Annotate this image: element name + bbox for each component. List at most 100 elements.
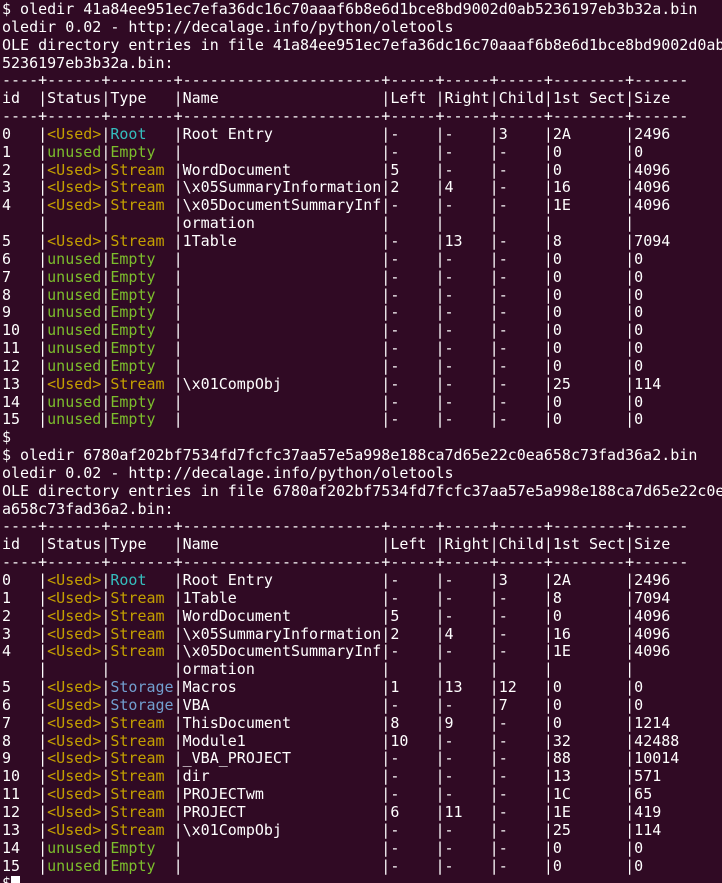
terminal-line: OLE directory entries in file 41a84ee951…: [2, 35, 722, 55]
terminal-text-segment: Stream: [110, 231, 165, 250]
terminal-text-segment: |PROJECTwm |- |- |- |1C |65: [164, 785, 653, 804]
terminal-text-segment: |\x01CompObj |- |- |- |25 |114: [164, 374, 662, 393]
terminal-line: 6 |<Used>|Storage|VBA |- |- |7 |0 |0: [2, 695, 722, 715]
terminal-line: 5 |<Used>|Storage|Macros |1 |13 |12 |0 |…: [2, 678, 722, 697]
terminal-text-segment: |: [101, 856, 111, 875]
terminal-text-segment: id |Status|Type |Name |Left |Right|Child…: [2, 89, 671, 108]
terminal-text-segment: Empty: [110, 285, 156, 304]
terminal-text-segment: id |Status|Type |Name |Left |Right|Child…: [2, 535, 671, 554]
terminal-text-segment: 8 |: [2, 285, 48, 304]
terminal-text-segment: |: [101, 606, 111, 625]
terminal-text-segment: Empty: [110, 838, 156, 857]
terminal-text-segment: |\x05DocumentSummaryInf|- |- |- |1E |409…: [164, 642, 671, 661]
terminal-text-segment: 2 |: [2, 160, 48, 179]
terminal-text-segment: unused: [47, 339, 102, 358]
terminal-text-segment: unused: [47, 303, 102, 322]
terminal-text-segment: |: [101, 785, 111, 804]
terminal-text-segment: unused: [47, 267, 102, 286]
terminal-text-segment: |: [101, 695, 111, 714]
terminal-text-segment: <Used>: [47, 820, 102, 839]
terminal-line: 3 |<Used>|Stream |\x05SummaryInformation…: [2, 624, 722, 644]
terminal-text-segment: |: [101, 142, 111, 161]
terminal-text-segment: | |- |- |- |0 |0: [155, 339, 644, 358]
terminal-text-segment: Empty: [110, 856, 156, 875]
terminal-text-segment: |: [101, 321, 111, 340]
terminal-text-segment: |\x01CompObj |- |- |- |25 |114: [164, 820, 662, 839]
terminal-text-segment: |: [101, 339, 111, 358]
terminal-text-segment: ----+------+-------+--------------------…: [2, 107, 689, 126]
terminal-text-segment: <Used>: [47, 196, 102, 215]
terminal-text-segment: |WordDocument |5 |- |- |0 |4096: [164, 160, 671, 179]
terminal-line: ----+------+-------+--------------------…: [2, 71, 722, 90]
terminal-text-segment: |Module1 |10 |- |- |32 |42488: [164, 731, 680, 750]
terminal-text-segment: |\x05DocumentSummaryInf|- |- |- |1E |409…: [164, 196, 671, 215]
terminal-text-segment: 1 |: [2, 142, 48, 161]
terminal-text-segment: Empty: [110, 356, 156, 375]
terminal-text-segment: | |- |- |- |0 |0: [155, 356, 644, 375]
terminal-line: 14 |unused|Empty | |- |- |- |0 |0: [2, 393, 722, 412]
terminal-line: 4 |<Used>|Stream |\x05DocumentSummaryInf…: [2, 196, 722, 215]
terminal-text-segment: <Used>: [47, 731, 102, 750]
terminal-text-segment: Stream: [110, 178, 165, 197]
terminal-text-segment: | |- |- |- |0 |0: [155, 838, 644, 857]
terminal-text-segment: 4 |: [2, 642, 48, 661]
terminal-text-segment: 6 |: [2, 695, 48, 714]
terminal-text-segment: |: [101, 196, 111, 215]
terminal-text-segment: unused: [47, 356, 102, 375]
terminal-text-segment: unused: [47, 321, 102, 340]
terminal-text-segment: |VBA |- |- |7 |0 |0: [173, 695, 644, 714]
terminal-text-segment: |ThisDocument |8 |9 |- |0 |1214: [164, 713, 671, 732]
terminal-line: 9 |unused|Empty | |- |- |- |0 |0: [2, 303, 722, 322]
terminal-text-segment: |: [101, 749, 111, 768]
terminal-text-segment: Empty: [110, 142, 156, 161]
terminal-text-segment: OLE directory entries in file 41a84ee951…: [2, 35, 722, 54]
terminal-text-segment: |: [101, 267, 111, 286]
terminal-line: oledir 0.02 - http://decalage.info/pytho…: [2, 17, 722, 37]
terminal-line: 1 |unused|Empty | |- |- |- |0 |0: [2, 142, 722, 162]
terminal-text-segment: Stream: [110, 588, 165, 607]
terminal-text-segment: unused: [47, 142, 102, 161]
terminal-line: id |Status|Type |Name |Left |Right|Child…: [2, 89, 722, 108]
terminal-line: OLE directory entries in file 6780af202b…: [2, 482, 722, 501]
terminal-text-segment: <Used>: [47, 178, 102, 197]
terminal-line: id |Status|Type |Name |Left |Right|Child…: [2, 535, 722, 554]
terminal-text-segment: Root: [110, 571, 147, 589]
terminal-line: 3 |<Used>|Stream |\x05SummaryInformation…: [2, 179, 722, 197]
terminal-text-segment: 7 |: [2, 267, 48, 286]
terminal-text-segment: 10 |: [2, 321, 48, 340]
terminal-text-segment: | |- |- |- |0 |0: [155, 285, 644, 304]
terminal-line: $ oledir 41a84ee951ec7efa36dc16c70aaaf6b…: [2, 0, 722, 19]
terminal-line: $ oledir 6780af202bf7534fd7fcfc37aa57e5a…: [2, 446, 722, 465]
terminal-text-segment: $: [2, 874, 11, 883]
terminal-text-segment: |: [101, 303, 111, 322]
terminal-text-segment: Empty: [110, 249, 156, 268]
terminal-line: 11 |<Used>|Stream |PROJECTwm |- |- |- |1…: [2, 785, 722, 804]
terminal-text-segment: | |- |- |- |0 |0: [155, 410, 644, 429]
terminal-text-segment: 15 |: [2, 410, 48, 429]
terminal-text-segment: <Used>: [47, 571, 102, 589]
terminal-text-segment: ----+------+-------+--------------------…: [2, 71, 689, 90]
terminal-text-segment: 11 |: [2, 785, 48, 804]
terminal-text-segment: 13 |: [2, 820, 48, 839]
terminal-text-segment: unused: [47, 856, 102, 875]
terminal-line: 7 |unused|Empty | |- |- |- |0 |0: [2, 267, 722, 287]
terminal-text-segment: |: [101, 178, 111, 197]
terminal-line: ----+------+-------+--------------------…: [2, 518, 722, 536]
terminal-text-segment: |: [101, 731, 111, 750]
terminal-text-segment: Empty: [110, 321, 156, 340]
terminal-text-segment: Root: [110, 124, 147, 143]
terminal-text-segment: unused: [47, 410, 102, 429]
terminal-text-segment: | |- |- |- |0 |0: [155, 856, 644, 875]
terminal-text-segment: oledir 0.02 - http://decalage.info/pytho…: [2, 17, 454, 36]
terminal-text-segment: $ oledir 41a84ee951ec7efa36dc16c70aaaf6b…: [2, 0, 698, 18]
terminal-text-segment: Stream: [110, 785, 165, 804]
terminal-text-segment: |: [101, 356, 111, 375]
terminal-text-segment: | |- |- |- |0 |0: [155, 249, 644, 268]
terminal-text-segment: 5236197eb3b32a.bin:: [2, 53, 174, 72]
terminal-text-segment: Stream: [110, 374, 165, 393]
terminal-text-segment: <Used>: [47, 624, 102, 643]
terminal-line: 11 |unused|Empty | |- |- |- |0 |0: [2, 339, 722, 358]
terminal-text-segment: Stream: [110, 624, 165, 643]
terminal-text-segment: |PROJECT |6 |11 |- |1E |419: [164, 802, 662, 821]
